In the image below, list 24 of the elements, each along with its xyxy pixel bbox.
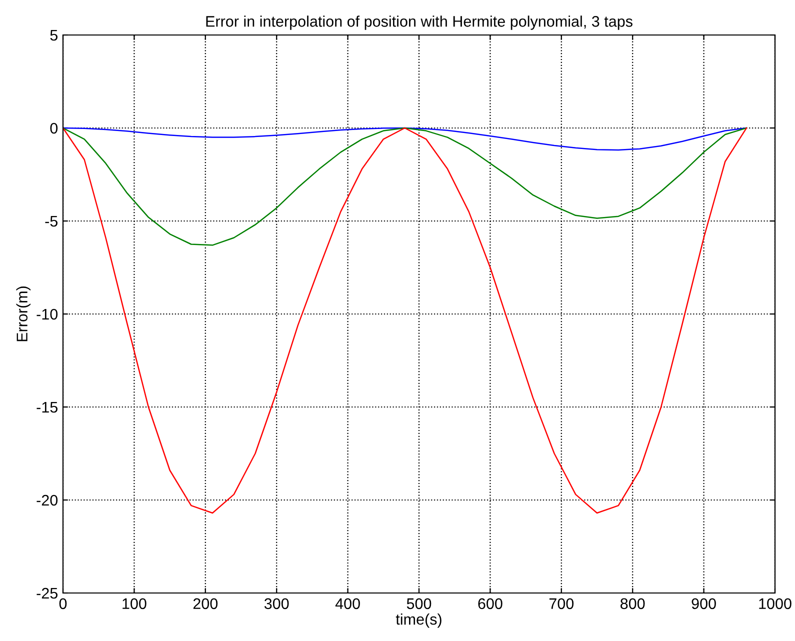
x-tick-label: 100 xyxy=(122,598,146,610)
x-tick-label: 700 xyxy=(549,598,574,610)
x-tick-label: 400 xyxy=(335,598,360,610)
y-tick-label: -25 xyxy=(36,588,58,599)
x-tick-label: 300 xyxy=(264,598,289,610)
x-tick-label: 600 xyxy=(478,598,502,610)
y-tick-label: -15 xyxy=(36,402,58,413)
chart-title: Error in interpolation of position with Hermite polynomial, 3 taps xyxy=(206,16,632,30)
x-tick-label: 200 xyxy=(193,598,218,610)
x-tick-label: 1000 xyxy=(759,598,792,610)
x-tick-label: 0 xyxy=(59,598,67,610)
y-tick-label: 0 xyxy=(50,122,58,134)
y-tick-label: -10 xyxy=(36,308,58,320)
line-series xyxy=(63,127,748,246)
x-axis-title: time(s) xyxy=(396,613,442,628)
line-series xyxy=(63,127,748,151)
y-tick-label: -5 xyxy=(45,216,58,227)
x-tick-label: 900 xyxy=(692,598,716,610)
y-tick-label: 5 xyxy=(50,30,58,41)
y-tick-label: -20 xyxy=(36,494,58,506)
line-series xyxy=(63,127,748,514)
x-tick-label: 500 xyxy=(406,598,432,610)
y-axis-title: Error(m) xyxy=(16,286,30,342)
x-tick-label: 800 xyxy=(620,598,645,610)
